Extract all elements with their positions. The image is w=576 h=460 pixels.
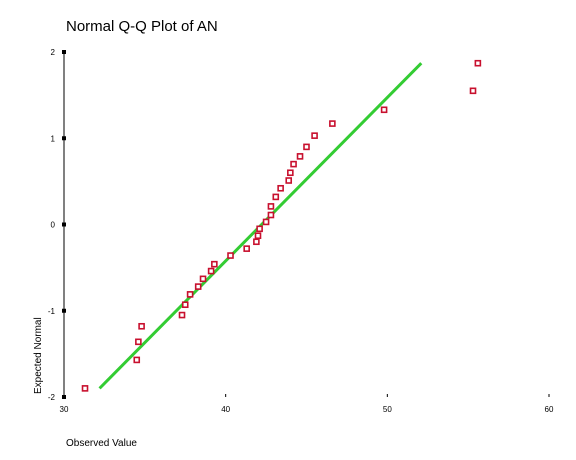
data-point (329, 120, 336, 127)
y-tick-label: 0 (51, 221, 56, 230)
y-tick-mark (62, 50, 66, 54)
data-point (285, 177, 293, 184)
data-point (287, 169, 294, 177)
x-tick-label: 50 (383, 405, 392, 414)
data-point (194, 283, 202, 290)
data-point (227, 252, 234, 259)
data-point (262, 218, 270, 226)
x-tick-label: 60 (545, 405, 554, 414)
data-point (81, 385, 89, 392)
data-point (133, 356, 141, 364)
y-tick-mark (62, 222, 66, 227)
data-point (267, 203, 275, 210)
data-point (138, 322, 145, 330)
x-tick-label: 30 (60, 405, 69, 414)
chart-title: Normal Q-Q Plot of AN (66, 18, 218, 35)
data-point (303, 143, 310, 151)
data-point (199, 275, 207, 283)
data-point (277, 184, 284, 192)
data-point (211, 260, 218, 268)
x-ticks: 30 40 50 60 (60, 394, 554, 414)
y-tick-label: -2 (48, 393, 56, 402)
y-tick-label: -1 (48, 307, 56, 316)
data-point (380, 106, 388, 114)
data-point (311, 132, 318, 139)
data-point (469, 87, 477, 95)
x-tick-label: 40 (221, 405, 230, 414)
x-axis-label: Observed Value (66, 438, 137, 449)
data-point (272, 193, 280, 201)
y-axis-label: Expected Normal (33, 317, 44, 394)
data-point (267, 211, 275, 219)
y-tick-label: 2 (51, 48, 56, 57)
y-tick-mark (62, 136, 66, 141)
data-point (474, 59, 482, 67)
data-point (256, 225, 263, 233)
y-tick-mark (62, 308, 66, 313)
data-point (186, 291, 194, 298)
data-point (243, 245, 250, 252)
y-ticks: 2 1 0 -1 -2 (48, 48, 66, 402)
data-point (207, 267, 215, 275)
y-tick-label: 1 (51, 134, 56, 143)
data-point (178, 311, 186, 319)
data-point (135, 338, 142, 346)
data-point (254, 232, 262, 240)
data-point (253, 238, 260, 246)
data-point (296, 153, 304, 160)
points-layer (81, 59, 482, 392)
data-point (181, 301, 189, 309)
data-point (290, 160, 297, 168)
